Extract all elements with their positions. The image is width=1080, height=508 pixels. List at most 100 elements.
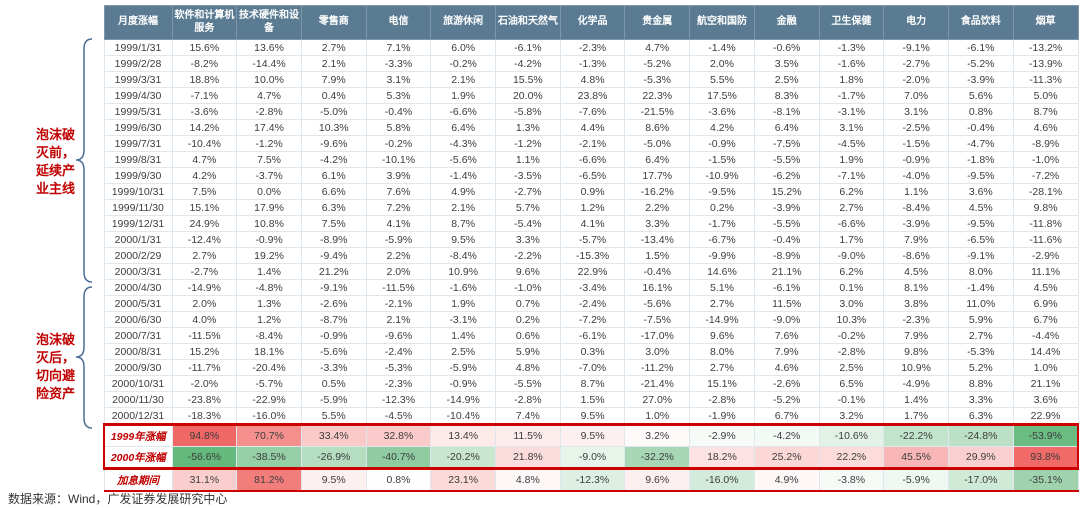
return-cell: 5.7% bbox=[495, 199, 561, 216]
row-date: 1999/1/31 bbox=[103, 39, 173, 56]
return-cell: -17.0% bbox=[624, 327, 691, 344]
return-cell: 4.6% bbox=[753, 359, 820, 376]
return-cell: 5.9% bbox=[495, 343, 561, 360]
return-cell: 7.2% bbox=[365, 199, 432, 216]
return-cell: 3.5% bbox=[753, 55, 820, 72]
summary-return-cell: -3.8% bbox=[818, 468, 885, 492]
return-cell: 4.5% bbox=[883, 263, 949, 280]
table-row: 1999/7/31 -10.4% -1.2% -9.6% -0.2% -4.3% -1.2%… bbox=[103, 135, 1079, 152]
return-cell: -5.7% bbox=[236, 375, 302, 392]
return-cell: -10.1% bbox=[365, 151, 432, 168]
return-cell: -1.6% bbox=[818, 55, 885, 72]
table-row: 2000/3/31 -2.7% 1.4% 21.2% 2.0% 10.9% 9.6% 22.9… bbox=[103, 263, 1079, 280]
return-cell: -9.1% bbox=[300, 279, 367, 296]
return-cell: 19.2% bbox=[236, 247, 302, 264]
return-cell: -0.9% bbox=[430, 375, 497, 392]
return-cell: -3.3% bbox=[365, 55, 432, 72]
row-date: 1999/10/31 bbox=[103, 183, 173, 200]
return-cell: 4.1% bbox=[559, 215, 626, 232]
row-date: 1999/12/31 bbox=[103, 215, 173, 232]
return-cell: 8.8% bbox=[947, 375, 1014, 392]
table-row: 2000/11/30 -23.8% -22.9% -5.9% -12.3% -14.9% -… bbox=[103, 391, 1079, 408]
return-cell: 7.1% bbox=[365, 39, 432, 56]
return-cell: 9.5% bbox=[559, 407, 626, 425]
column-header: 航空和国防 bbox=[689, 5, 755, 40]
corner-header: 月度涨幅 bbox=[103, 5, 173, 40]
return-cell: 9.5% bbox=[430, 231, 497, 248]
return-cell: -12.3% bbox=[365, 391, 432, 408]
return-cell: 11.0% bbox=[947, 295, 1014, 312]
return-cell: -4.5% bbox=[365, 407, 432, 425]
return-cell: 14.2% bbox=[171, 119, 238, 136]
return-cell: -14.9% bbox=[171, 279, 238, 296]
column-header: 烟草 bbox=[1012, 5, 1079, 40]
table-row: 1999/9/30 4.2% -3.7% 6.1% 3.9% -1.4% -3.5% -6.5… bbox=[103, 167, 1079, 184]
return-cell: -4.2% bbox=[300, 151, 367, 168]
summary-return-cell: -10.6% bbox=[818, 423, 885, 447]
return-cell: -3.7% bbox=[236, 167, 302, 184]
return-cell: 10.3% bbox=[818, 311, 885, 328]
summary-return-cell: 31.1% bbox=[171, 468, 238, 492]
return-cell: 7.0% bbox=[883, 87, 949, 104]
summary-return-cell: -26.9% bbox=[300, 446, 367, 470]
return-cell: -1.7% bbox=[689, 215, 755, 232]
return-cell: 20.0% bbox=[495, 87, 561, 104]
return-cell: 15.2% bbox=[171, 343, 238, 360]
return-cell: 1.5% bbox=[624, 247, 691, 264]
return-cell: 1.1% bbox=[495, 151, 561, 168]
row-date: 2000/5/31 bbox=[103, 295, 173, 312]
return-cell: -2.8% bbox=[818, 343, 885, 360]
return-cell: 4.0% bbox=[171, 311, 238, 328]
summary-return-cell: 25.2% bbox=[753, 446, 820, 470]
return-cell: 0.8% bbox=[947, 103, 1014, 120]
return-cell: -3.9% bbox=[753, 199, 820, 216]
return-cell: 1.0% bbox=[1012, 359, 1079, 376]
return-cell: 7.9% bbox=[753, 343, 820, 360]
column-header: 技术硬件和设备 bbox=[236, 5, 302, 40]
summary-row: 加息期间 31.1% 81.2% 9.5% 0.8% 23.1% 4.8% -12.3% 9.6… bbox=[103, 468, 1079, 492]
return-cell: 7.9% bbox=[883, 231, 949, 248]
return-cell: -2.4% bbox=[365, 343, 432, 360]
table-row: 1999/1/31 15.6% 13.6% 2.7% 7.1% 6.0% -6.1% -2.3… bbox=[103, 39, 1079, 56]
return-cell: -1.0% bbox=[495, 279, 561, 296]
return-cell: -0.4% bbox=[947, 119, 1014, 136]
return-cell: 2.5% bbox=[818, 359, 885, 376]
return-cell: -1.5% bbox=[689, 151, 755, 168]
return-cell: -3.1% bbox=[430, 311, 497, 328]
return-cell: 17.7% bbox=[624, 167, 691, 184]
return-cell: -5.0% bbox=[300, 103, 367, 120]
return-cell: -0.6% bbox=[753, 39, 820, 56]
summary-return-cell: -2.9% bbox=[689, 423, 755, 447]
return-cell: -9.4% bbox=[300, 247, 367, 264]
return-cell: -6.1% bbox=[559, 327, 626, 344]
row-date: 2000/11/30 bbox=[103, 391, 173, 408]
return-cell: 5.2% bbox=[947, 359, 1014, 376]
summary-return-cell: 13.4% bbox=[430, 423, 497, 447]
table-row: 1999/11/30 15.1% 17.9% 6.3% 7.2% 2.1% 5.7% 1.2%… bbox=[103, 199, 1079, 216]
return-cell: -5.6% bbox=[300, 343, 367, 360]
return-cell: -11.7% bbox=[171, 359, 238, 376]
return-cell: -6.6% bbox=[559, 151, 626, 168]
table-row: 2000/2/29 2.7% 19.2% -9.4% 2.2% -8.4% -2.2% -15… bbox=[103, 247, 1079, 264]
summary-return-cell: 93.8% bbox=[1012, 446, 1079, 470]
return-cell: -6.7% bbox=[689, 231, 755, 248]
return-cell: 17.4% bbox=[236, 119, 302, 136]
return-cell: 10.3% bbox=[300, 119, 367, 136]
return-cell: -2.0% bbox=[171, 375, 238, 392]
table-row: 1999/5/31 -3.6% -2.8% -5.0% -0.4% -6.6% -5.8% -… bbox=[103, 103, 1079, 120]
return-cell: 4.7% bbox=[171, 151, 238, 168]
column-header: 零售商 bbox=[300, 5, 367, 40]
return-cell: -3.3% bbox=[300, 359, 367, 376]
return-cell: 0.6% bbox=[495, 327, 561, 344]
return-cell: 9.6% bbox=[689, 327, 755, 344]
return-cell: -2.3% bbox=[559, 39, 626, 56]
return-cell: 4.8% bbox=[495, 359, 561, 376]
return-cell: -5.9% bbox=[430, 359, 497, 376]
return-cell: 0.0% bbox=[236, 183, 302, 200]
column-header: 旅游休闲 bbox=[430, 5, 497, 40]
return-cell: 6.3% bbox=[947, 407, 1014, 425]
return-cell: -5.6% bbox=[624, 295, 691, 312]
return-cell: -6.6% bbox=[430, 103, 497, 120]
return-cell: -4.4% bbox=[1012, 327, 1079, 344]
return-cell: 8.0% bbox=[689, 343, 755, 360]
